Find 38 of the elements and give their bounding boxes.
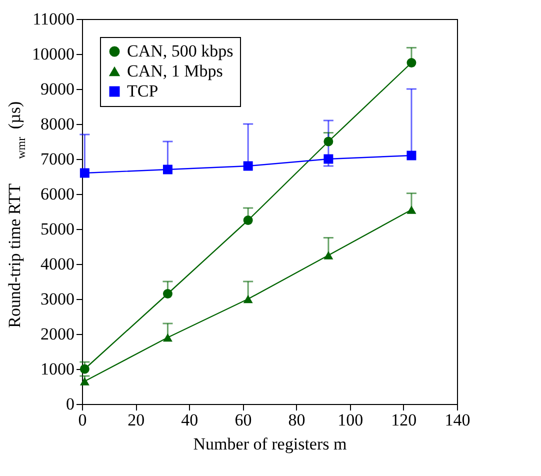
- point: [162, 333, 172, 342]
- y-tick-label: 2000: [40, 324, 74, 344]
- y-tick-label: 8000: [40, 114, 74, 134]
- point: [324, 136, 334, 146]
- point: [243, 294, 253, 304]
- x-tick-label: 0: [78, 410, 87, 430]
- legend-label: TCP: [127, 82, 158, 100]
- y-tick-label: 6000: [40, 184, 74, 204]
- x-tick-label: 60: [234, 410, 252, 430]
- x-tick-label: 120: [391, 410, 417, 430]
- y-tick-label: 1000: [40, 360, 74, 378]
- y-tick-label: 10000: [32, 44, 74, 64]
- y-tick-label: 7000: [40, 150, 74, 168]
- x-tick-label: 100: [338, 410, 364, 430]
- legend-label: CAN, 1 Mbps: [127, 62, 223, 80]
- point: [406, 58, 416, 68]
- x-tick-label: 80: [288, 410, 306, 430]
- x-tick-label: 20: [128, 410, 145, 430]
- y-tick-label: 11000: [32, 10, 74, 28]
- point: [324, 251, 334, 260]
- point: [162, 289, 172, 298]
- y-tick-label: 0: [66, 394, 74, 414]
- x-axis-title: Number of registers m: [193, 434, 347, 454]
- y-tick-label: 5000: [40, 220, 74, 238]
- point: [162, 164, 172, 174]
- legend-label: CAN, 500 kbps: [127, 42, 234, 60]
- y-tick-label: 4000: [40, 254, 74, 274]
- text: Round-trip time RTTwmr (µs): [5, 101, 28, 328]
- y-tick-label: 9000: [40, 80, 74, 98]
- point: [406, 150, 416, 160]
- point: [324, 154, 334, 164]
- x-tick-label: 140: [444, 410, 470, 430]
- point: [243, 161, 253, 171]
- point: [80, 168, 90, 178]
- point: [243, 216, 253, 225]
- x-tick-label: 40: [181, 410, 198, 430]
- point: [406, 206, 416, 214]
- y-tick-label: 3000: [40, 290, 74, 308]
